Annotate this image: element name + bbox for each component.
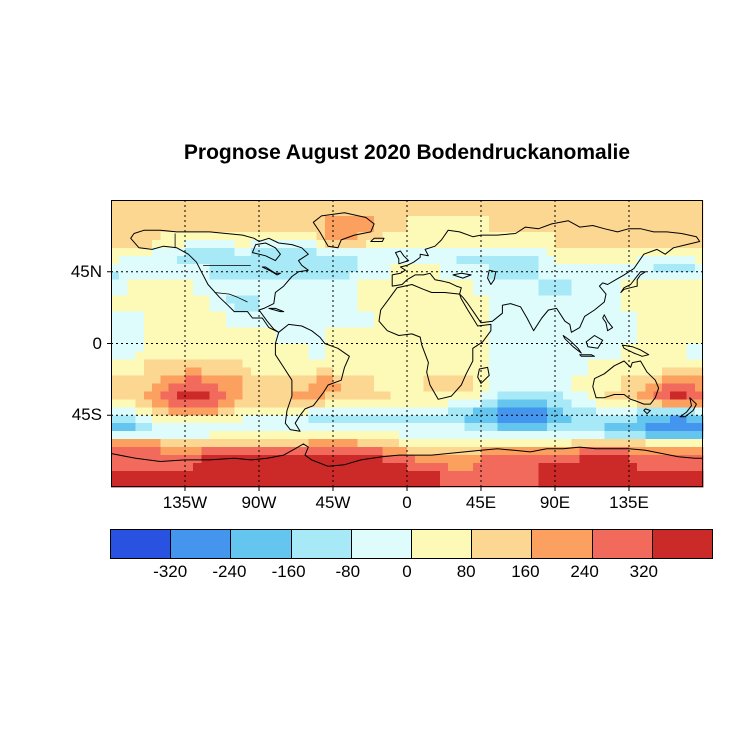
hudson-bay-coastline bbox=[251, 242, 281, 262]
new-zealand-coastline bbox=[679, 397, 697, 418]
madagascar-coastline bbox=[477, 366, 490, 384]
chart-title: Prognose August 2020 Bodendruckanomalie bbox=[183, 141, 631, 164]
greenland-coastline bbox=[312, 212, 375, 249]
colorbar-segment bbox=[291, 530, 352, 558]
cuba-coastline bbox=[268, 307, 285, 313]
colorbar-label: 160 bbox=[511, 562, 540, 581]
colorbar-label: -80 bbox=[335, 562, 361, 581]
colorbar-label: 0 bbox=[402, 562, 412, 581]
antarctica-coastline bbox=[110, 443, 703, 467]
south-america-coastline bbox=[274, 323, 350, 432]
x-axis-label: 135W bbox=[162, 493, 208, 512]
tick-marks bbox=[107, 271, 630, 491]
tasmania-coastline bbox=[643, 408, 651, 415]
x-axis-label: 90E bbox=[539, 493, 571, 512]
graticule-layer bbox=[111, 200, 703, 487]
map-frame bbox=[111, 200, 703, 487]
colorbar bbox=[110, 529, 713, 559]
us-mexico-border bbox=[214, 292, 248, 303]
x-axis-label: 0 bbox=[402, 493, 412, 512]
x-axis-label: 45E bbox=[465, 493, 497, 512]
colorbar-segment bbox=[171, 530, 232, 558]
colorbar-label: 240 bbox=[570, 562, 599, 581]
iceland-coastline bbox=[370, 237, 385, 242]
colorbar-label: 80 bbox=[456, 562, 476, 581]
sumatra-coastline bbox=[562, 335, 582, 354]
japan-coastline bbox=[620, 271, 646, 293]
java-coastline bbox=[579, 354, 595, 357]
colorbar-segment bbox=[652, 530, 712, 558]
y-axis-label: 0 bbox=[92, 333, 102, 353]
world-anomaly-map bbox=[107, 200, 704, 491]
colorbar-segment bbox=[532, 530, 593, 558]
x-axis-label: 135E bbox=[609, 493, 649, 512]
australia-coastline bbox=[592, 360, 660, 405]
coastline-layer bbox=[110, 212, 703, 467]
y-axis-label: 45N bbox=[70, 261, 102, 281]
x-axis-label: 45W bbox=[315, 493, 351, 512]
borneo-coastline bbox=[585, 335, 604, 349]
colorbar-segment bbox=[592, 530, 653, 558]
colorbar-label: 320 bbox=[629, 562, 658, 581]
great-lakes-coastline bbox=[261, 266, 281, 276]
colorbar-segment bbox=[231, 530, 292, 558]
x-axis-label: 90W bbox=[241, 493, 277, 512]
north-america-coastline bbox=[130, 229, 309, 333]
colorbar-label: -160 bbox=[271, 562, 306, 581]
new-guinea-coastline bbox=[621, 344, 650, 357]
colorbar-label: -320 bbox=[153, 562, 188, 581]
uk-coastline bbox=[395, 250, 410, 265]
colorbar-segment bbox=[351, 530, 412, 558]
colorbar-label: -240 bbox=[212, 562, 247, 581]
eurasia-coastline bbox=[391, 220, 701, 333]
colorbar-segment bbox=[472, 530, 533, 558]
colorbar-segment bbox=[111, 530, 172, 558]
black-sea-coastline bbox=[452, 272, 472, 279]
heatmap-layer bbox=[111, 200, 704, 488]
philippines-coastline bbox=[602, 314, 614, 332]
map-plot bbox=[107, 200, 704, 491]
caspian-sea-coastline bbox=[487, 269, 497, 285]
colorbar-segment bbox=[411, 530, 473, 558]
y-axis-label: 45S bbox=[71, 405, 102, 425]
